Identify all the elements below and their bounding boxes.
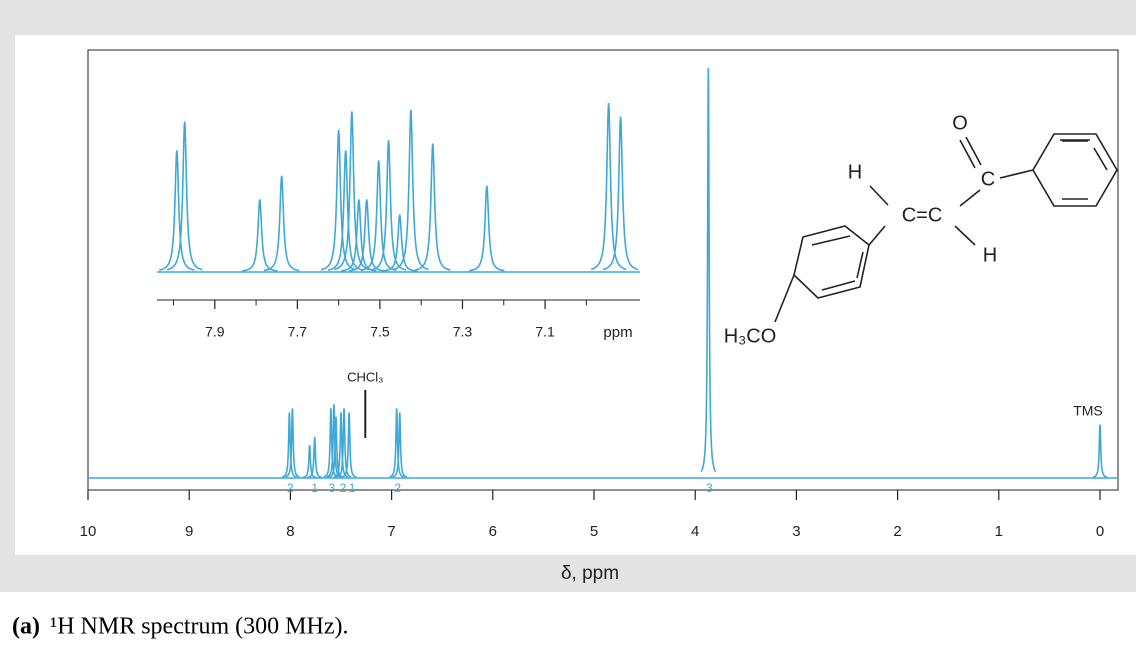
x-tick-label: 9 <box>185 523 193 540</box>
ring-bond <box>821 280 856 291</box>
peak <box>414 143 451 271</box>
atom-label: H <box>983 244 997 266</box>
peak <box>334 111 370 271</box>
peak <box>307 436 323 479</box>
bond <box>959 139 976 169</box>
integral-label: 2 <box>287 481 294 495</box>
ring-bond <box>811 235 851 246</box>
structure <box>774 133 1118 323</box>
peak <box>590 102 627 271</box>
atom-label: H <box>848 161 862 183</box>
phenyl-ring <box>1032 133 1118 207</box>
x-tick-label: 4 <box>691 523 699 540</box>
ring-bond <box>1093 147 1108 171</box>
x-tick-label: 5 <box>590 523 598 540</box>
integral-label: 3 <box>329 481 336 495</box>
peak <box>166 121 203 271</box>
integral-label: 1 <box>311 481 318 495</box>
plot-frame <box>87 49 1119 491</box>
x-tick-label: 7 <box>387 523 395 540</box>
atom-label: C=C <box>902 204 943 226</box>
atom-label: O <box>952 112 968 134</box>
peak <box>349 199 385 272</box>
x-axis-label: δ, ppm <box>561 563 619 584</box>
bond <box>965 136 982 166</box>
peak <box>1092 424 1108 478</box>
x-tick-label: 1 <box>995 523 1003 540</box>
x-tick-label: 6 <box>489 523 497 540</box>
x-tick-label: 2 <box>893 523 901 540</box>
x-tick-label: 7.5 <box>370 324 390 340</box>
peak <box>302 445 317 479</box>
x-tick-label: 8 <box>286 523 294 540</box>
atom-label: H₃CO <box>724 325 777 347</box>
peak <box>389 408 405 478</box>
peak <box>700 67 717 473</box>
x-tick-label: 7.1 <box>535 324 555 340</box>
bond <box>868 225 886 246</box>
x-tick-label: 7.9 <box>205 324 225 340</box>
peak <box>263 175 300 272</box>
caption-text: ¹H NMR spectrum (300 MHz). <box>50 614 349 640</box>
peak <box>341 199 377 272</box>
bond <box>999 169 1034 179</box>
bond <box>869 185 889 206</box>
x-tick-label: 7.3 <box>453 324 473 340</box>
peak <box>370 140 407 271</box>
peak <box>341 412 357 478</box>
peak <box>602 116 639 271</box>
bond <box>954 225 976 246</box>
integral-label: 3 <box>706 481 713 495</box>
integral-label: 2 <box>340 481 347 495</box>
peak <box>281 412 297 478</box>
peak <box>159 150 195 271</box>
peak <box>328 416 344 478</box>
atom-label: C <box>981 168 995 190</box>
panel <box>15 35 1136 555</box>
bond <box>774 274 795 323</box>
x-tick-label: 0 <box>1096 523 1104 540</box>
annotation: CHCl₃ <box>347 369 383 384</box>
caption-label: (a) <box>12 614 40 640</box>
x-tick-label: 7.7 <box>288 324 308 340</box>
peak <box>382 214 418 272</box>
peak <box>392 412 408 478</box>
integral-label: 1 <box>349 481 356 495</box>
peak <box>336 408 352 478</box>
structure-labels: O C H C=C H H₃CO <box>724 112 998 347</box>
ring-bond <box>856 251 864 279</box>
x-tick-label: 3 <box>792 523 800 540</box>
x-axis-label: ppm <box>603 324 632 341</box>
peak <box>242 199 278 272</box>
bond <box>959 189 981 207</box>
x-tick-label: 10 <box>80 523 97 540</box>
peak <box>284 408 300 478</box>
peak <box>469 185 505 272</box>
peak <box>333 412 349 478</box>
annotation: TMS <box>1073 403 1103 419</box>
integral-label: 2 <box>394 481 401 495</box>
